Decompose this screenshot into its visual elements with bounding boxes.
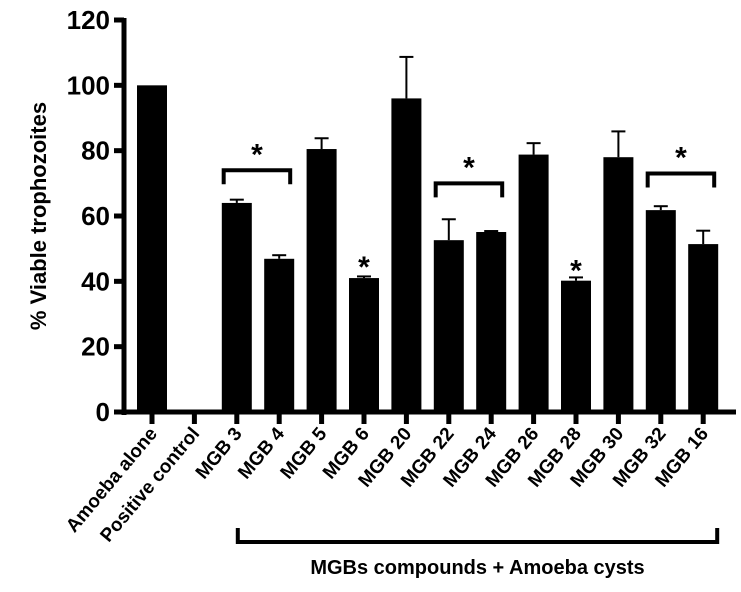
y-tick-label: 80 <box>81 136 110 166</box>
bar <box>264 258 295 412</box>
y-axis: 0 20 40 60 80 100 120 <box>67 5 127 427</box>
significance-bracket <box>645 171 717 188</box>
bar <box>221 202 252 412</box>
bar <box>349 278 379 412</box>
significance-star: * <box>570 254 582 287</box>
bar <box>518 154 549 412</box>
significance-star: * <box>251 138 263 171</box>
bar <box>476 232 507 412</box>
bar <box>391 98 422 413</box>
group-bracket-line <box>235 528 720 544</box>
y-axis-label: % Viable trophozoites <box>26 102 51 330</box>
bar <box>137 85 167 412</box>
y-tick-label: 40 <box>81 266 110 296</box>
bar <box>306 149 337 413</box>
group-label: MGBs compounds + Amoeba cysts <box>310 557 644 579</box>
y-tick-label: 120 <box>67 5 110 35</box>
bar <box>561 280 591 412</box>
significance-star: * <box>358 251 370 284</box>
significance-annotations: * * * * * <box>221 138 717 287</box>
group-bracket <box>235 528 720 544</box>
bar <box>645 210 676 412</box>
y-tick-label: 20 <box>81 332 110 362</box>
bar <box>603 157 634 412</box>
significance-bracket <box>433 181 505 198</box>
bars <box>137 55 719 413</box>
significance-star: * <box>463 151 475 184</box>
bar <box>433 240 464 412</box>
y-tick-label: 0 <box>96 397 110 427</box>
significance-star: * <box>675 142 687 175</box>
bar <box>688 244 719 412</box>
y-tick-label: 100 <box>67 70 110 100</box>
significance-bracket <box>221 168 293 185</box>
y-tick-label: 60 <box>81 201 110 231</box>
